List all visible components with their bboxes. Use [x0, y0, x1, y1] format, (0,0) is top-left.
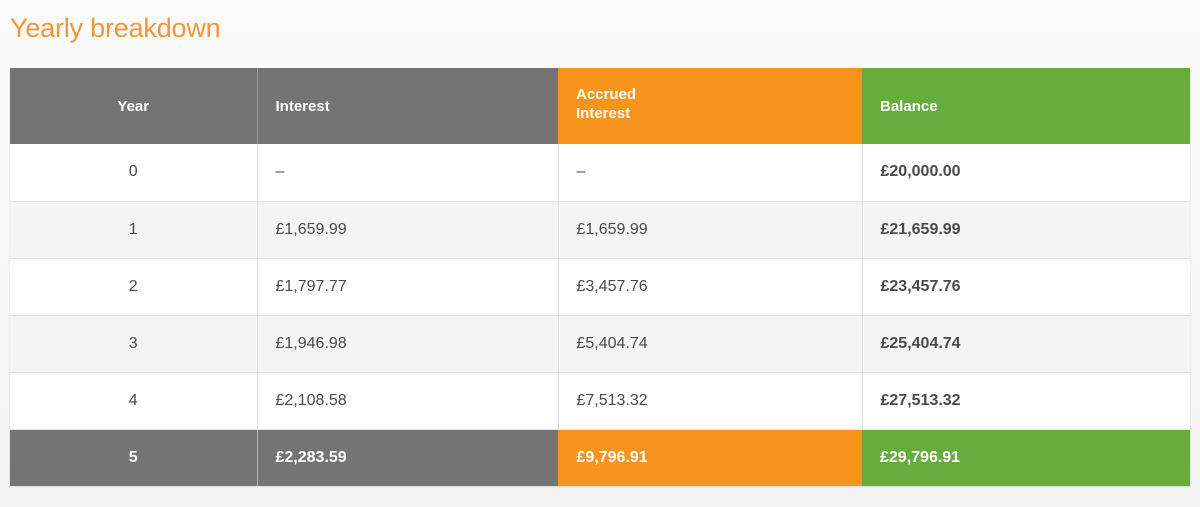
cell-interest: £1,797.77 [257, 258, 559, 316]
column-header-balance: Balance [862, 68, 1190, 144]
cell-accrued: – [558, 144, 863, 202]
cell-year: 5 [10, 429, 258, 486]
table-row: 1 £1,659.99 £1,659.99 £21,659.99 [10, 201, 1190, 259]
column-header-interest: Interest [257, 68, 558, 144]
table-header: Year Interest Accrued Interest Balance [10, 68, 1190, 144]
table-header-row: Year Interest Accrued Interest Balance [10, 68, 1190, 144]
cell-accrued: £9,796.91 [558, 429, 862, 486]
table-row: 2 £1,797.77 £3,457.76 £23,457.76 [10, 258, 1190, 316]
cell-interest: – [257, 144, 559, 202]
yearly-breakdown-table: Year Interest Accrued Interest Balance 0… [10, 68, 1190, 486]
cell-accrued: £5,404.74 [558, 315, 863, 373]
table-row: 0 – – £20,000.00 [10, 144, 1190, 202]
table-row: 3 £1,946.98 £5,404.74 £25,404.74 [10, 315, 1190, 373]
cell-interest: £2,283.59 [257, 429, 559, 486]
cell-balance: £21,659.99 [862, 201, 1190, 259]
table-row-total: 5 £2,283.59 £9,796.91 £29,796.91 [10, 429, 1190, 486]
cell-interest: £1,946.98 [257, 315, 559, 373]
cell-balance: £23,457.76 [862, 258, 1190, 316]
table-body: 0 – – £20,000.00 1 £1,659.99 £1,659.99 £… [10, 144, 1190, 486]
cell-accrued: £3,457.76 [558, 258, 863, 316]
cell-year: 3 [10, 315, 258, 373]
cell-accrued: £7,513.32 [558, 372, 863, 430]
cell-accrued: £1,659.99 [558, 201, 863, 259]
cell-balance: £25,404.74 [862, 315, 1190, 373]
cell-interest: £2,108.58 [257, 372, 559, 430]
column-header-year: Year [10, 68, 258, 144]
cell-year: 1 [10, 201, 258, 259]
cell-year: 0 [10, 144, 258, 202]
column-header-accrued-line1: Accrued [576, 86, 637, 103]
cell-balance: £27,513.32 [862, 372, 1190, 430]
page-title: Yearly breakdown [10, 13, 221, 43]
table-row: 4 £2,108.58 £7,513.32 £27,513.32 [10, 372, 1190, 430]
cell-year: 4 [10, 372, 258, 430]
cell-balance: £20,000.00 [862, 144, 1190, 202]
cell-interest: £1,659.99 [257, 201, 559, 259]
column-header-accrued-line2: Interest [576, 105, 631, 122]
column-header-accrued-interest: Accrued Interest [558, 68, 862, 144]
breakdown-table-container: Year Interest Accrued Interest Balance 0… [10, 68, 1190, 486]
cell-balance: £29,796.91 [862, 429, 1190, 486]
cell-year: 2 [10, 258, 258, 316]
